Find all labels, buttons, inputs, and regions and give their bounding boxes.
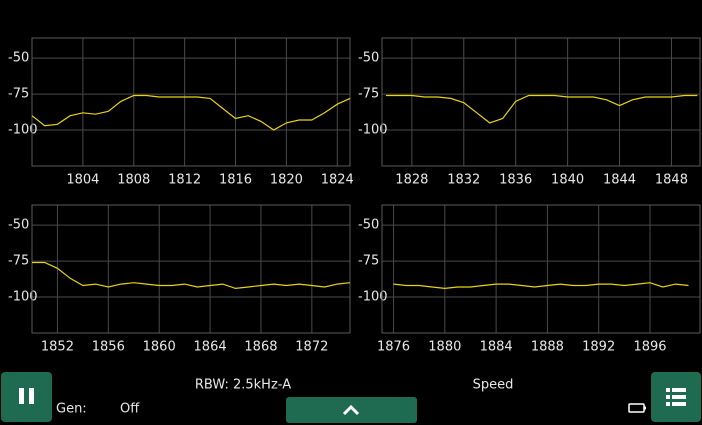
pause-button[interactable]	[1, 372, 52, 422]
x-tick-label: 1808	[117, 173, 150, 188]
y-tick-label: -100	[8, 123, 38, 138]
x-tick-label: 1856	[92, 340, 125, 355]
gen-label: Gen:	[56, 402, 87, 417]
plot-frame	[381, 204, 701, 334]
menu-button[interactable]	[651, 372, 701, 422]
x-tick-label: 1896	[633, 340, 666, 355]
x-tick-label: 1852	[41, 340, 74, 355]
x-tick-label: 1880	[428, 340, 461, 355]
x-tick-label: 1840	[551, 173, 584, 188]
x-tick-label: 1872	[295, 340, 328, 355]
battery-icon	[628, 403, 646, 413]
x-tick-label: 1860	[143, 340, 176, 355]
trace	[393, 282, 689, 290]
y-tick-label: -50	[8, 51, 29, 66]
x-tick-label: 1820	[270, 173, 303, 188]
x-tick-label: 1848	[655, 173, 688, 188]
plot-frame	[31, 37, 351, 167]
y-tick-label: -50	[358, 218, 379, 233]
y-tick-label: -75	[8, 87, 29, 102]
y-tick-label: -50	[358, 51, 379, 66]
y-tick-label: -100	[358, 123, 388, 138]
y-tick-label: -75	[8, 254, 29, 269]
x-tick-label: 1892	[582, 340, 615, 355]
expand-button[interactable]	[286, 397, 417, 423]
plot-frame	[381, 37, 701, 167]
trace	[32, 261, 351, 290]
x-tick-label: 1816	[219, 173, 252, 188]
y-tick-label: -100	[358, 290, 388, 305]
x-tick-label: 1844	[603, 173, 636, 188]
speed-label: Speed	[473, 378, 514, 393]
rbw-label: RBW: 2.5kHz-A	[195, 378, 291, 393]
x-tick-label: 1828	[395, 173, 428, 188]
x-tick-label: 1864	[194, 340, 227, 355]
plot-frame	[31, 204, 351, 334]
x-tick-label: 1832	[447, 173, 480, 188]
x-tick-label: 1804	[66, 173, 99, 188]
charts: -50 -75 -100 1804 1808 1812 1816 1820 1824 -50 -75…	[8, 37, 701, 355]
y-tick-label: -100	[8, 290, 38, 305]
y-tick-label: -50	[8, 218, 29, 233]
x-tick-label: 1836	[499, 173, 532, 188]
x-tick-label: 1876	[377, 340, 410, 355]
x-tick-label: 1888	[531, 340, 564, 355]
footer: RBW: 2.5kHz-A Speed Gen: Off	[1, 372, 701, 423]
x-tick-label: 1824	[321, 173, 354, 188]
x-tick-label: 1884	[480, 340, 513, 355]
y-tick-label: -75	[358, 87, 379, 102]
x-tick-label: 1868	[244, 340, 277, 355]
trace	[31, 94, 351, 131]
x-tick-label: 1812	[168, 173, 201, 188]
trace	[385, 94, 698, 124]
gen-value: Off	[120, 402, 140, 417]
y-tick-label: -75	[358, 254, 379, 269]
